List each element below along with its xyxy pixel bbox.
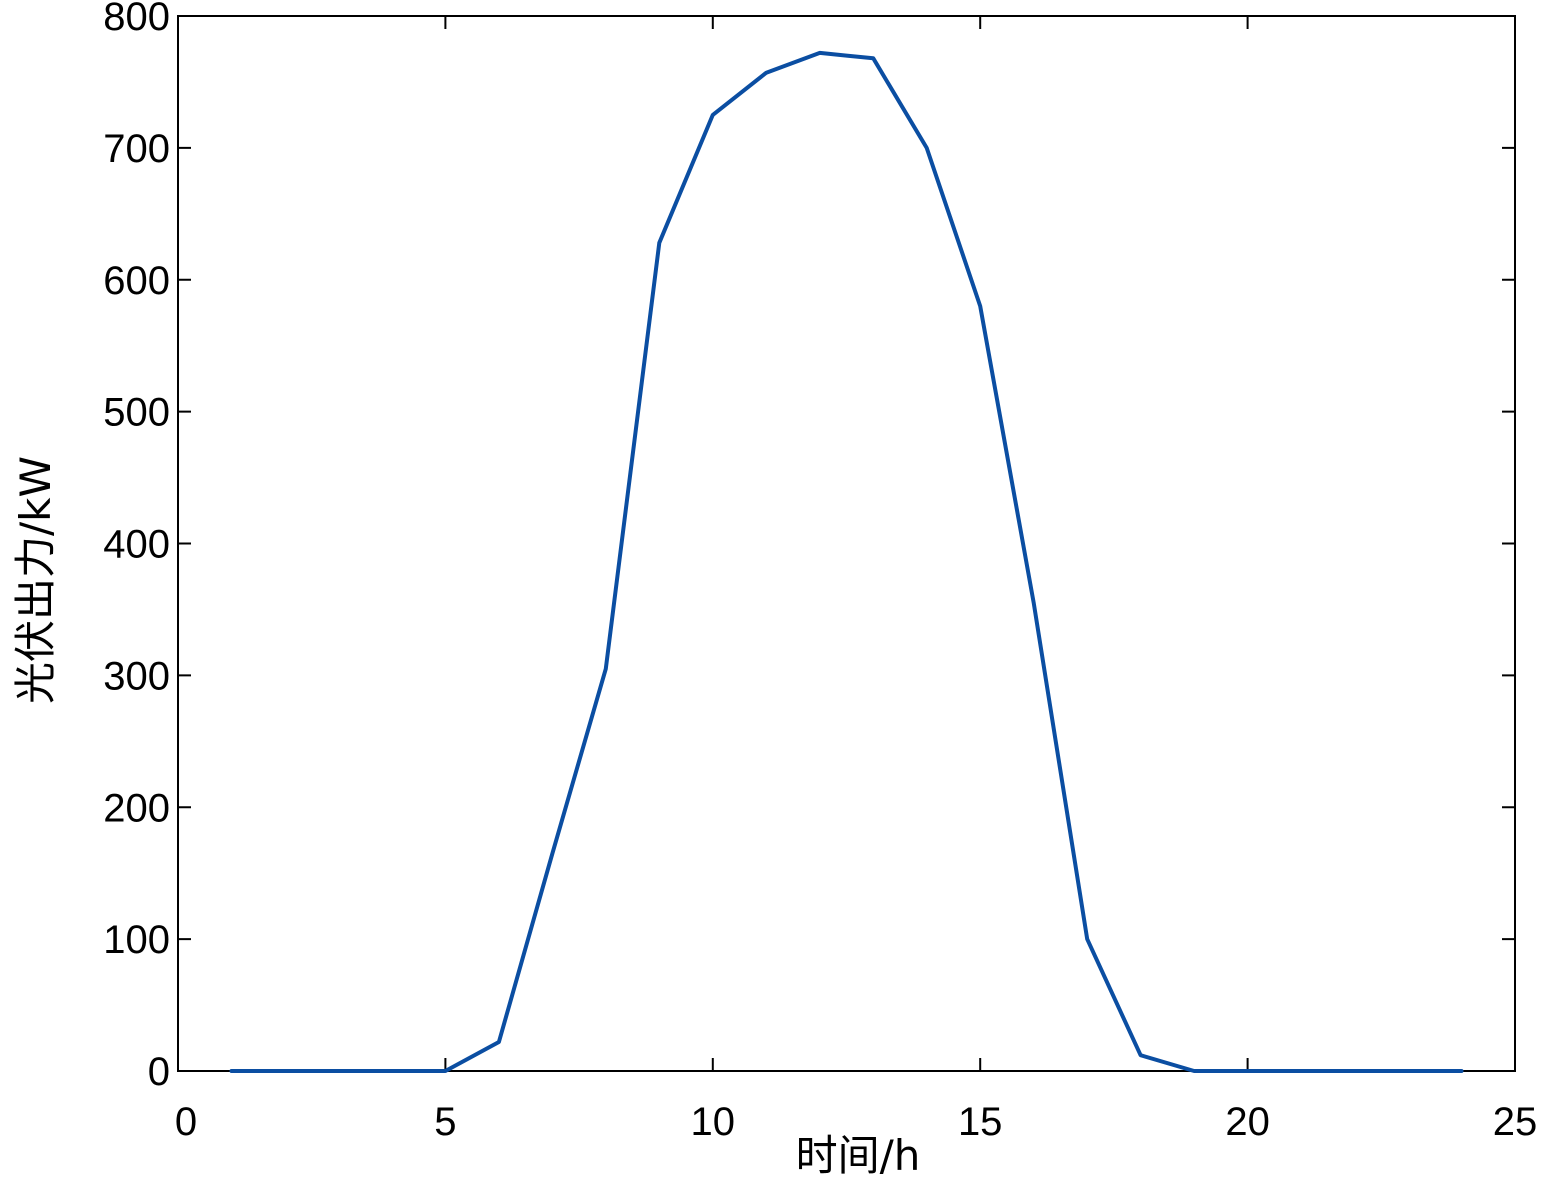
x-axis-label: 时间/h bbox=[796, 1131, 921, 1180]
y-tick-label: 400 bbox=[103, 523, 170, 567]
axis-ticks bbox=[177, 15, 1516, 1072]
x-tick-labels: 0 5 10 15 20 25 bbox=[175, 1100, 1537, 1144]
y-tick-label: 200 bbox=[103, 786, 170, 830]
x-tick-label: 15 bbox=[958, 1100, 1003, 1144]
y-tick-label: 700 bbox=[103, 127, 170, 171]
y-tick-label: 600 bbox=[103, 259, 170, 303]
y-tick-labels: 0 100 200 300 400 500 600 700 800 bbox=[103, 0, 170, 1094]
y-tick-label: 0 bbox=[148, 1050, 170, 1094]
x-tick-label: 5 bbox=[434, 1100, 456, 1144]
x-tick-label: 10 bbox=[691, 1100, 736, 1144]
y-axis-label: 光伏出力/kW bbox=[11, 456, 60, 704]
x-tick-label: 0 bbox=[175, 1100, 197, 1144]
x-tick-label: 20 bbox=[1225, 1100, 1270, 1144]
y-tick-label: 800 bbox=[103, 0, 170, 39]
y-tick-label: 100 bbox=[103, 918, 170, 962]
series-group bbox=[229, 50, 1464, 1073]
x-tick-label: 25 bbox=[1493, 1100, 1538, 1144]
series-line bbox=[229, 50, 1464, 1073]
y-tick-label: 300 bbox=[103, 654, 170, 698]
y-tick-label: 500 bbox=[103, 391, 170, 435]
plot-area bbox=[177, 15, 1516, 1072]
